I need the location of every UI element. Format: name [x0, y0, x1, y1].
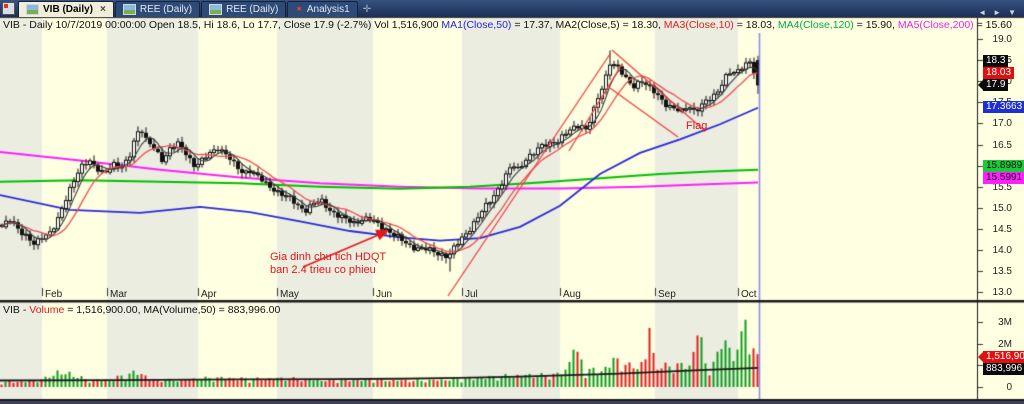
tab-nav-controls: ◄ ► ▼ — [978, 8, 1024, 17]
price-title-segment: MA1(Close,50) — [441, 19, 512, 31]
price-title-segment: MA2(Close,5) — [555, 19, 620, 31]
volume-title-segment: Volume — [29, 304, 65, 316]
tab-list-dropdown-icon[interactable]: ▼ — [1008, 8, 1016, 17]
month-label-aug: Aug — [563, 289, 581, 300]
value-tag-17-3663: 17.3663 — [983, 101, 1024, 113]
month-label-sep: Sep — [658, 289, 676, 300]
tag-arrow-tip — [978, 352, 983, 362]
month-label-apr: Apr — [201, 289, 217, 300]
price-title-segment: MA5(Close,200) — [897, 19, 974, 31]
month-label-oct: Oct — [741, 289, 757, 300]
price-axis-tick-14.0: 14.0 — [992, 245, 1012, 256]
tab-scroll-right-icon[interactable]: ► — [993, 8, 1002, 17]
tab-bar: VIB (Daily) × REE (Daily) REE (Daily) ✶ Analy… — [0, 0, 1024, 17]
price-axis-tick-17.0: 17.0 — [992, 118, 1012, 130]
news-annotation-line1: Gia dinh chu tich HDQT — [270, 251, 387, 263]
month-label-feb: Feb — [45, 289, 63, 300]
tabs-holder: VIB (Daily) × REE (Daily) REE (Daily) ✶ Analy… — [18, 1, 359, 17]
value-tag-18-03: 18.03 — [983, 67, 1015, 79]
price-title-segment: MA3(Close,10) — [663, 19, 734, 31]
price-title-segment: = 17.37, — [511, 19, 556, 31]
window-icon — [2, 2, 15, 15]
tag-arrow-tip — [978, 80, 983, 90]
volume-title-segment: VIB - — [3, 304, 30, 316]
month-label-mar: Mar — [110, 289, 128, 300]
tab-scroll-left-icon[interactable]: ◄ — [978, 8, 987, 17]
tab-label: VIB (Daily) — [43, 4, 94, 15]
price-axis-tick-19.0: 19.0 — [992, 34, 1012, 45]
news-annotation-text: Gia dinh chu tich HDQT ban 2.4 trieu co … — [270, 251, 386, 277]
price-axis-tick-15.5: 15.5 — [992, 181, 1012, 193]
value-tag-18-3: 18.3 — [983, 55, 1009, 67]
price-axis-tick-16.5: 16.5 — [992, 139, 1012, 151]
price-axis-tick-13.0: 13.0 — [992, 287, 1012, 299]
value-tag-1-516-900: 1,516,900 — [978, 351, 1024, 363]
tab-ree-daily[interactable]: REE (Daily) — [114, 1, 201, 17]
value-tag-883-996: 883,996 — [983, 363, 1024, 375]
chart-thumbnail-icon — [209, 4, 223, 15]
analysis-icon: ✶ — [295, 4, 303, 14]
price-pane-title: VIB - Daily 10/7/2019 00:00:00 Open 18.5… — [3, 19, 1012, 31]
tab-ree-daily[interactable]: REE (Daily) — [201, 1, 287, 17]
chart-thumbnail-icon — [26, 4, 39, 15]
flag-annotation-text: Flag — [686, 120, 708, 132]
price-title-segment: VIB - Daily 10/7/2019 00:00:00 Open 18.5… — [3, 19, 442, 31]
chart-thumbnail-icon — [122, 4, 136, 15]
volume-title-segment: = 1,516,900.00, MA(Volume,50) = 883,996.… — [64, 304, 281, 316]
close-tab-icon[interactable]: × — [100, 4, 106, 15]
value-tag-17-9: 17.9 — [978, 79, 1009, 91]
month-label-jun: Jun — [376, 289, 393, 300]
tab-label: REE (Daily) — [226, 4, 279, 15]
tab-label: Analysis1 — [306, 4, 350, 15]
news-annotation-line2: ban 2.4 trieu co phieu — [270, 264, 376, 276]
price-axis-tick-15.0: 15.0 — [992, 202, 1012, 214]
volume-axis-tick-0: 0 — [1006, 382, 1012, 393]
price-axis-tick-14.5: 14.5 — [992, 223, 1012, 235]
volume-axis-tick-2m: 2M — [998, 338, 1012, 350]
new-tab-icon[interactable]: ✛ — [362, 4, 372, 15]
price-title-segment: = 18.30, — [619, 19, 664, 31]
volume-pane-title: VIB - Volume = 1,516,900.00, MA(Volume,5… — [3, 304, 280, 316]
price-title-segment: = 15.60 — [973, 19, 1012, 31]
price-title-segment: = 15.90, — [853, 19, 898, 31]
tab-analysis1[interactable]: ✶ Analysis1 — [287, 1, 358, 17]
value-tag-15-8989: 15.8989 — [983, 160, 1024, 172]
tab-label: REE (Daily) — [139, 4, 193, 15]
tab-vib-daily[interactable]: VIB (Daily) × — [18, 1, 114, 17]
month-label-jul: Jul — [465, 289, 478, 300]
value-tag-15-5991: 15.5991 — [983, 172, 1024, 184]
month-label-may: May — [280, 289, 299, 300]
price-title-segment: MA4(Close,120) — [777, 19, 854, 31]
price-title-segment: = 18.03, — [733, 19, 778, 31]
price-axis-tick-13.5: 13.5 — [992, 266, 1012, 278]
volume-axis-tick-3m: 3M — [998, 316, 1012, 328]
